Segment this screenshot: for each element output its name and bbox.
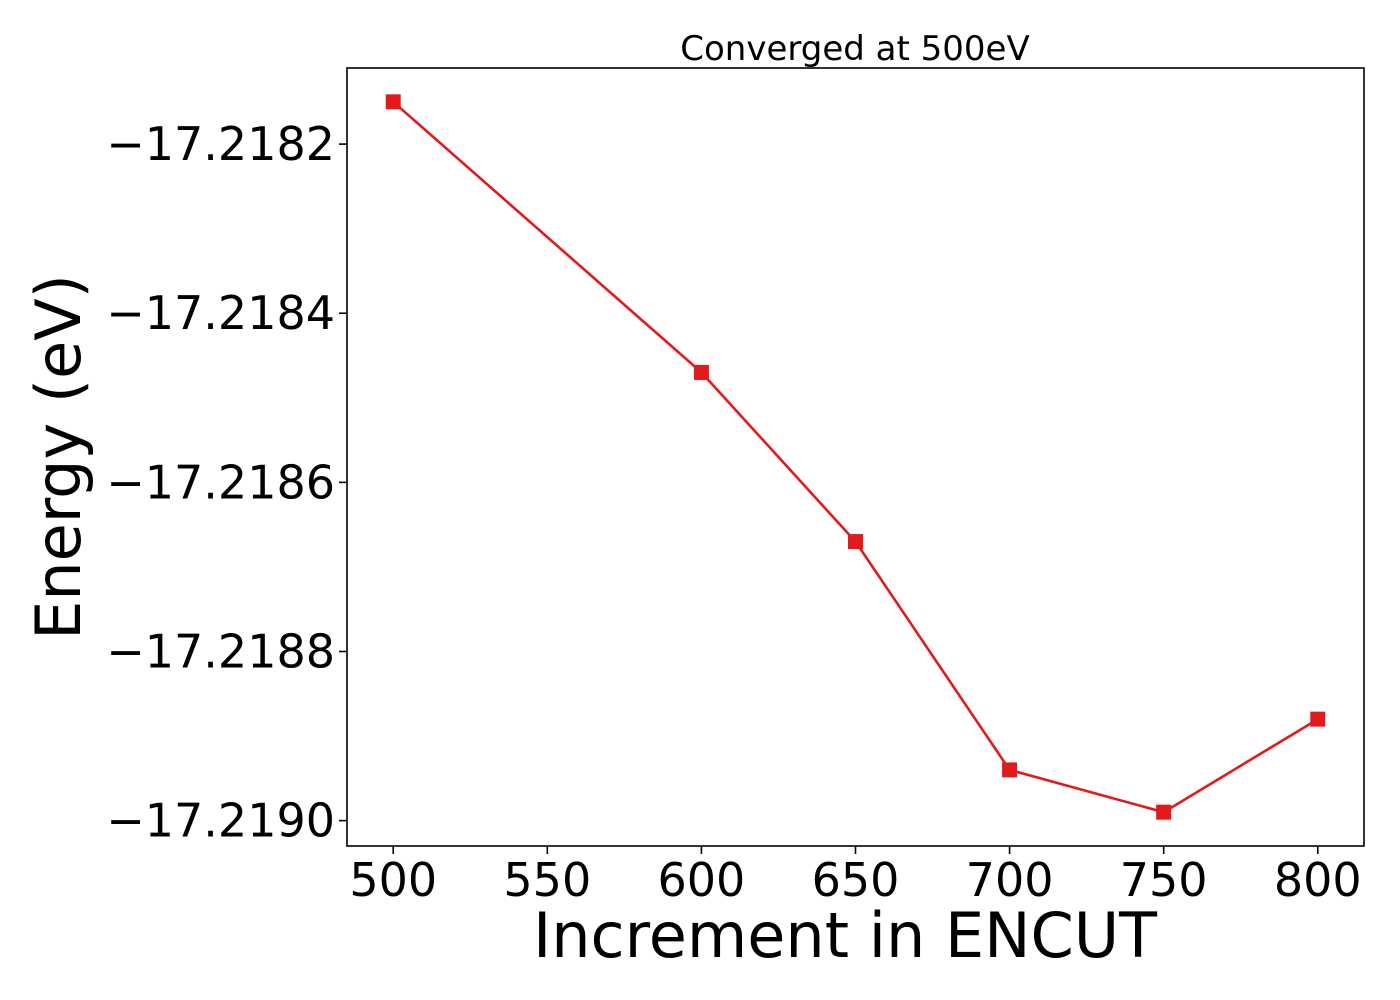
chart-title: Converged at 500eV [680,29,1029,69]
data-point-marker [1156,804,1172,820]
x-tick-label: 750 [1120,853,1208,907]
x-tick-label: 650 [812,853,900,907]
y-tick-label: −17.2182 [106,117,335,171]
y-tick-label: −17.2186 [106,455,335,509]
data-point-marker [1002,762,1018,778]
x-tick-label: 550 [503,853,591,907]
data-point-marker [848,534,863,550]
data-point-marker [1310,711,1326,727]
series-layer [385,94,1326,820]
data-point-marker [385,94,401,110]
x-tick-label: 700 [966,853,1054,907]
y-tick-label: −17.2188 [106,625,335,679]
x-tick-label: 600 [658,853,746,907]
y-tick-label: −17.2190 [106,794,335,848]
y-tick-label: −17.2184 [106,286,335,340]
x-tick-label: 500 [349,853,437,907]
y-axis-label: Energy (eV) [22,274,95,640]
y-axis-ticks: −17.2190 −17.2188 −17.2186 −17.2184 −17.2182 [106,117,347,848]
data-point-marker [693,364,709,380]
x-axis-label: Increment in ENCUT [533,899,1158,972]
x-axis-ticks: 500 550 600 650 700 750 800 [349,846,1362,907]
x-tick-label: 800 [1274,853,1362,907]
series-line [392,100,1319,814]
